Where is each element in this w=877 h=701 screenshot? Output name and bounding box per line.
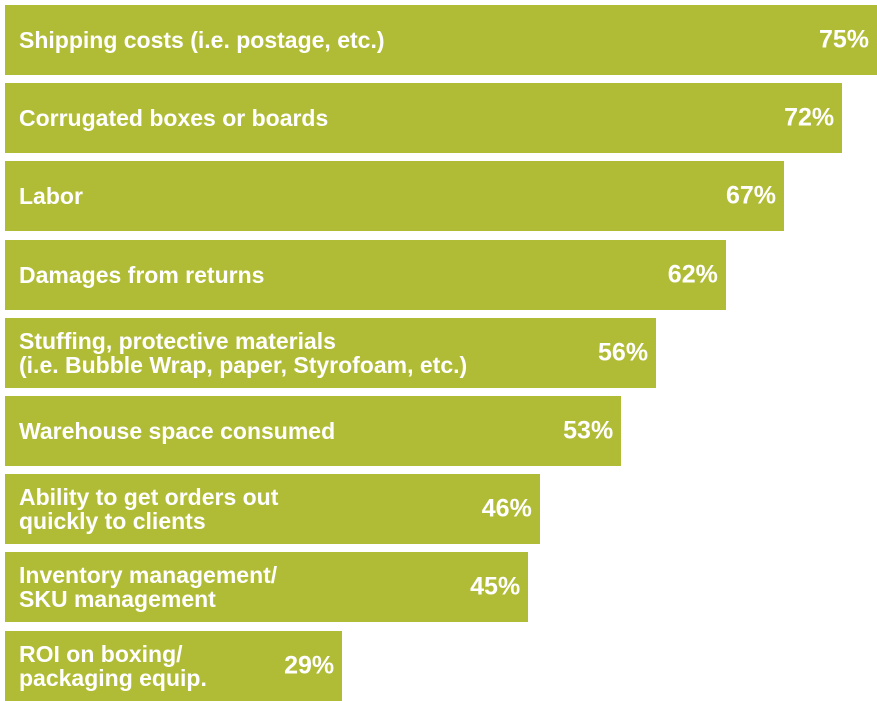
value-label: 62% — [667, 260, 718, 289]
category-label: Shipping costs (i.e. postage, etc.) — [19, 27, 385, 53]
category-label: Damages from returns — [19, 261, 265, 288]
bar: Damages from returns 62% — [5, 239, 726, 310]
category-label: Labor — [19, 183, 83, 210]
category-label: Stuffing, protective materials (i.e. Bub… — [19, 327, 468, 378]
category-label: Warehouse space consumed — [19, 418, 336, 444]
value-label: 56% — [598, 338, 649, 367]
bar: Warehouse space consumed 53% — [5, 396, 622, 466]
bar: ROI on boxing/ packaging equip. 29% — [5, 630, 343, 701]
bar: Labor 67% — [5, 161, 784, 232]
category-label: Corrugated boxes or boards — [19, 105, 329, 132]
bar: Shipping costs (i.e. postage, etc.) 75% — [5, 5, 877, 75]
category-label: Ability to get orders out quickly to cli… — [19, 484, 279, 535]
category-label: ROI on boxing/ packaging equip. — [19, 640, 207, 691]
value-label: 67% — [725, 181, 776, 210]
bar: Corrugated boxes or boards 72% — [5, 83, 843, 154]
value-label: 53% — [563, 416, 614, 445]
bar: Inventory management/ SKU management 45% — [5, 552, 529, 623]
value-label: 75% — [818, 25, 869, 54]
value-label: 45% — [470, 572, 521, 601]
value-label: 72% — [784, 103, 835, 132]
value-label: 46% — [481, 494, 532, 523]
value-label: 29% — [284, 651, 335, 680]
bar: Ability to get orders out quickly to cli… — [5, 474, 540, 545]
bar: Stuffing, protective materials (i.e. Bub… — [5, 317, 657, 388]
category-label: Inventory management/ SKU management — [19, 562, 278, 613]
